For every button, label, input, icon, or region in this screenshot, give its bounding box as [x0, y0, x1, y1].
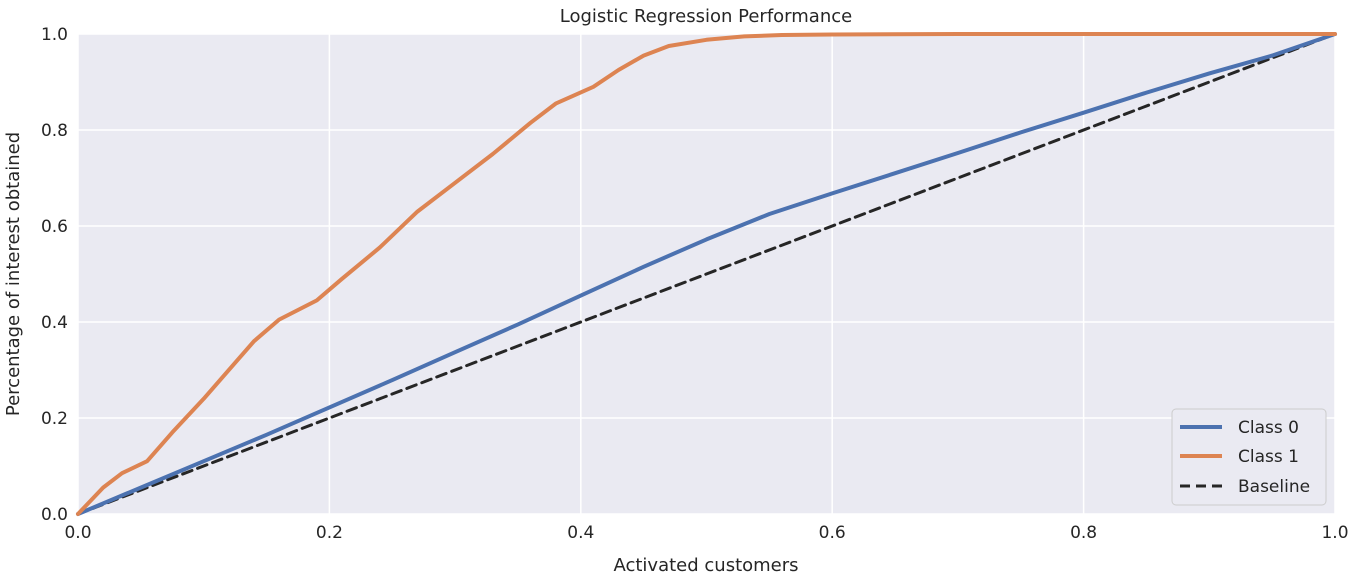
legend: Class 0 Class 1 Baseline: [1171, 408, 1327, 506]
x-tick-label: 0.6: [819, 523, 846, 543]
y-tick-label: 0.0: [41, 505, 68, 525]
x-tick-label: 0.2: [316, 523, 343, 543]
legend-label-class-0: Class 0: [1238, 418, 1299, 438]
series-layer: [76, 32, 1337, 516]
y-axis-label: Percentage of interest obtained: [3, 132, 24, 416]
series-line-class-0: [76, 32, 1337, 516]
y-tick-label: 0.6: [41, 217, 68, 237]
x-tick-label: 0.0: [64, 523, 91, 543]
y-tick-label: 0.4: [41, 313, 68, 333]
ticks: 0.0 0.2 0.4 0.6 0.8 1.0 0.0 0.2 0.4 0.6 0.8 1.0: [41, 25, 1349, 543]
x-tick-label: 1.0: [1321, 523, 1348, 543]
legend-label-baseline: Baseline: [1238, 477, 1310, 497]
legend-label-class-1: Class 1: [1238, 447, 1299, 467]
y-tick-label: 0.8: [41, 121, 68, 141]
grid: [77, 33, 1336, 515]
x-axis-label: Activated customers: [613, 555, 798, 576]
legend-box: [1171, 408, 1327, 506]
series-line-class-1: [76, 32, 1337, 516]
chart-title: Logistic Regression Performance: [560, 6, 852, 27]
y-tick-label: 1.0: [41, 25, 68, 45]
x-tick-label: 0.8: [1070, 523, 1097, 543]
y-tick-label: 0.2: [41, 409, 68, 429]
x-tick-label: 0.4: [567, 523, 594, 543]
series-line-baseline: [76, 32, 1337, 516]
